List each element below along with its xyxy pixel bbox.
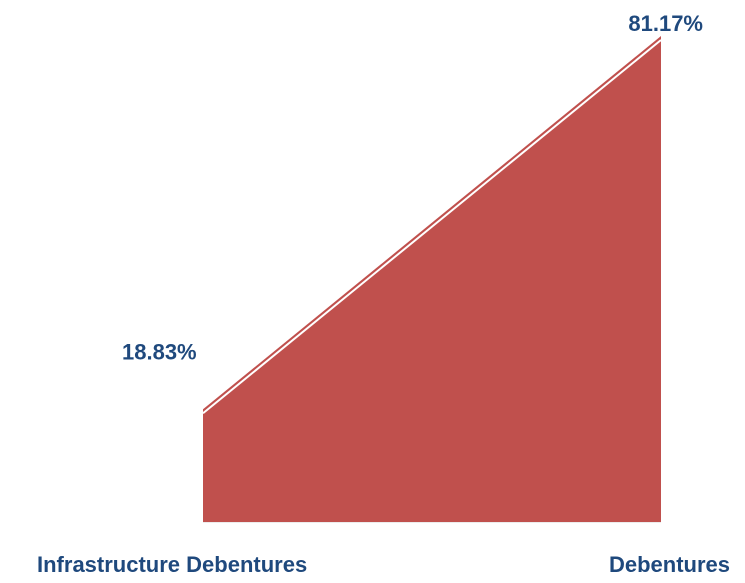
- x-tick-label-infrastructure-debentures: Infrastructure Debentures: [37, 552, 307, 577]
- data-label-debentures: 81.17%: [628, 11, 703, 36]
- data-label-infrastructure-debentures: 18.83%: [122, 339, 197, 364]
- x-tick-label-debentures: Debentures: [609, 552, 730, 577]
- area-series-fill: [203, 36, 661, 522]
- area-series-top-highlight: [202, 39, 662, 415]
